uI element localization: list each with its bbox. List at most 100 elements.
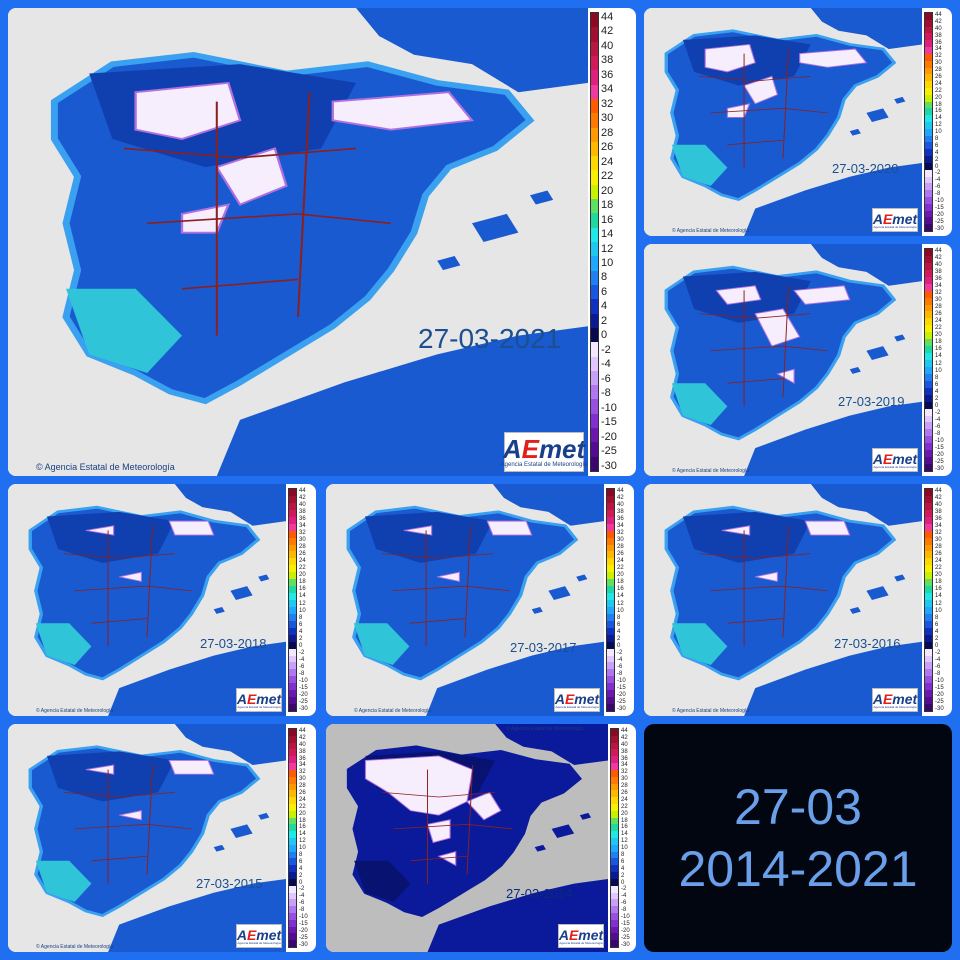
legend-value: 32 [617,530,624,537]
france-landmass [174,484,286,526]
legend-value: -4 [621,893,627,900]
legend-value: -10 [935,437,944,444]
legend-value: 42 [601,25,614,38]
legend-swatch [611,797,618,804]
warm-coast-zone [353,623,410,665]
legend-value: -2 [601,343,611,356]
legend-value: 16 [935,586,942,593]
legend-value: 6 [299,621,303,628]
legend-value: 36 [617,516,624,523]
legend-value: 4 [617,628,621,635]
legend-swatch [925,669,932,677]
legend-swatch [611,858,618,866]
legend-swatch [925,269,932,277]
legend-swatch [925,387,932,395]
legend-value: -8 [935,191,941,198]
legend-swatch [289,851,296,859]
legend-value: 26 [299,790,306,797]
legend-value: 38 [601,54,614,67]
legend-value: 34 [935,46,942,53]
legend-value: 16 [935,346,942,353]
legend-swatch [607,697,614,705]
legend-value: 22 [299,565,306,572]
copyright-text: © Agencia Estatal de Meteorología [36,708,114,714]
legend-swatch [925,394,932,402]
legend-value: 34 [601,83,614,96]
map-tile-4: 44 42 40 38 36 34 32 30 28 26 24 22 20 18 16 14 12 10 8 6 4 2… [326,484,634,716]
legend-swatch [591,98,598,114]
legend-value: 10 [621,845,628,852]
legend-swatch [925,704,932,711]
legend-value: -8 [621,907,627,914]
legend-value: -25 [935,218,944,225]
legend-value: -10 [299,677,308,684]
legend-value: -6 [935,184,941,191]
legend-swatch [925,217,932,225]
legend-swatch [925,457,932,465]
copyright-text: © Agencia Estatal de Meteorología [672,468,750,474]
balearic-island [894,96,906,104]
legend-swatch [925,676,932,684]
legend-value: 12 [299,838,306,845]
legend-value: 32 [935,290,942,297]
legend-value: -15 [935,684,944,691]
warm-coast-zone [66,288,182,374]
legend-value: 20 [935,94,942,101]
legend-value: 40 [299,502,306,509]
freezing-zone [466,791,502,821]
legend-value: 4 [935,388,939,395]
legend-swatch [607,704,614,711]
legend-swatch [289,593,296,600]
legend-swatch [607,551,614,559]
legend-swatch [925,122,932,129]
legend-value: -2 [299,886,305,893]
legend-swatch [925,502,932,510]
temperature-legend: 44 42 40 38 36 34 32 30 28 26 24 22 20 18 16 14 12 10 8 6 4 2… [924,488,944,712]
legend-swatch [925,544,932,552]
freezing-zone [119,810,142,821]
legend-swatch [611,769,618,777]
legend-swatch [591,70,598,85]
legend-value: -6 [299,900,305,907]
legend-swatch [925,579,932,587]
cold-north-zone [46,511,175,563]
province-borders [382,765,513,884]
legend-value: 0 [935,163,939,170]
legend-value: 12 [299,600,306,607]
freezing-zone [119,571,142,583]
legend-swatch [289,530,296,538]
legend-swatch [591,13,598,28]
legend-swatch [925,690,932,698]
temperature-map [644,484,922,716]
legend-swatch [925,648,932,656]
legend-swatch [591,313,598,328]
legend-value: -15 [299,684,308,691]
warm-coast-zone [671,383,728,425]
legend-value: 36 [601,68,614,81]
freezing-zone [437,571,460,583]
legend-value: -10 [617,677,626,684]
legend-value: 18 [935,579,942,586]
legend-value: 22 [935,87,942,94]
legend-swatch [289,735,296,743]
legend-value: 20 [621,810,628,817]
legend-value: -4 [617,656,623,663]
legend-value: -2 [299,649,305,656]
france-landmass [495,724,608,766]
map-tile-0: 44 42 40 38 36 34 32 30 28 26 24 22 20 18 16 14 12 10 8 6 4 2… [8,8,636,476]
legend-swatch [289,831,296,838]
legend-swatch [591,256,598,271]
freezing-zone [331,91,474,131]
legend-value: 38 [621,748,628,755]
legend-value: 26 [935,74,942,81]
legend-swatch [925,373,932,381]
legend-swatch [591,242,598,257]
legend-swatch [925,128,932,136]
legend-swatch [611,776,618,784]
legend-swatch [591,127,598,142]
aemet-logo: AEmet Agencia Estatal de Meteorología [872,448,918,472]
legend-swatch [289,756,296,764]
freezing-zone [168,760,215,775]
legend-swatch [289,803,296,811]
legend-value: 18 [935,101,942,108]
